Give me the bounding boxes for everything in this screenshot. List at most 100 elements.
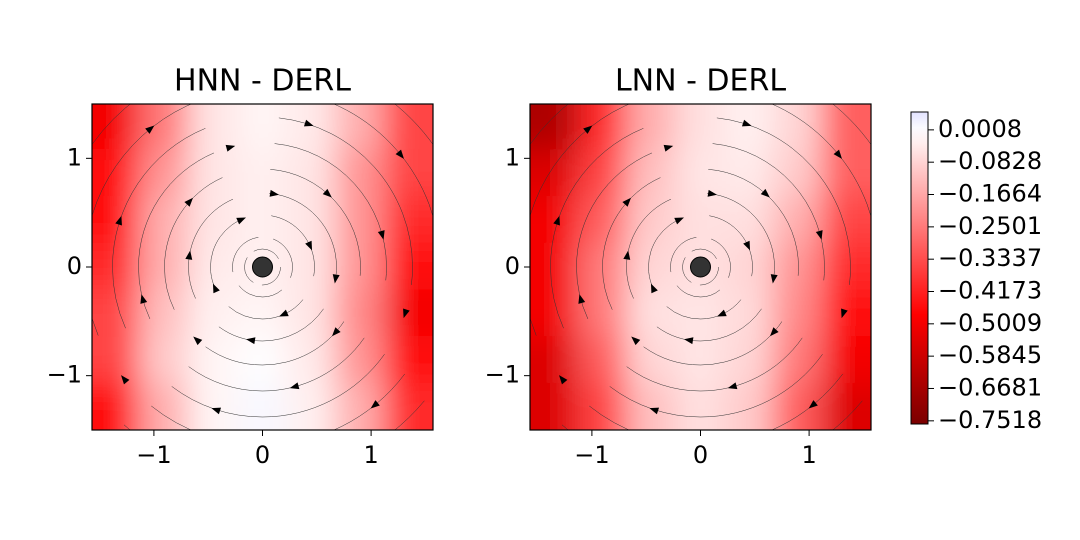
heat-cell <box>188 149 239 198</box>
heat-cell <box>675 336 726 385</box>
heat-cell <box>772 104 824 152</box>
stream-arrow <box>760 188 770 198</box>
heat-cell <box>92 149 142 198</box>
streamline <box>670 236 731 298</box>
heat-cell <box>821 104 871 152</box>
chart-title: HNN - DERL <box>174 64 351 99</box>
x-tick-label: −1 <box>574 441 609 469</box>
stream-arrow <box>717 472 727 480</box>
streamline <box>210 214 315 320</box>
streamline <box>626 192 775 342</box>
heat-cell <box>92 242 142 292</box>
colorbar-tick-label: −0.3337 <box>938 244 1042 272</box>
y-tick-label: 0 <box>67 252 82 280</box>
colorbar-tick-label: −0.4173 <box>938 277 1042 305</box>
heat-cell <box>237 289 288 339</box>
stream-arrow <box>245 337 256 345</box>
stream-arrow <box>236 217 246 225</box>
stream-arrow <box>140 294 148 304</box>
stream-arrow <box>707 189 718 197</box>
stream-arrow <box>395 149 404 159</box>
heat-cell <box>334 336 386 385</box>
stream-arrow <box>322 188 332 198</box>
y-tick-label: −1 <box>485 361 520 389</box>
heat-cell <box>530 289 580 339</box>
heatmap <box>92 104 433 430</box>
heat-cell <box>188 242 239 292</box>
heat-cell <box>237 336 288 385</box>
heat-cell <box>92 289 142 339</box>
heat-cell <box>334 195 386 245</box>
stream-arrow <box>269 189 280 197</box>
y-tick-label: 1 <box>505 143 520 171</box>
heat-cell <box>188 289 239 339</box>
stream-arrow <box>623 250 631 260</box>
heat-cell <box>724 382 775 430</box>
heat-cell <box>334 149 386 198</box>
heat-cell <box>772 382 824 430</box>
heat-cell <box>821 289 871 339</box>
heat-cell <box>626 104 677 152</box>
heat-cell <box>188 382 239 430</box>
heat-cell <box>92 104 142 152</box>
streamline <box>244 248 281 286</box>
x-tick-label: 0 <box>693 441 708 469</box>
y-tick-label: −1 <box>47 361 82 389</box>
heat-cell <box>821 382 871 430</box>
heat-cell <box>626 149 677 198</box>
heat-cell <box>772 336 824 385</box>
heat-cell <box>821 149 871 198</box>
streamline <box>232 236 293 298</box>
heat-cell <box>821 242 871 292</box>
heat-cell <box>188 195 239 245</box>
heat-cell <box>92 382 142 430</box>
heat-cell <box>626 242 677 292</box>
colorbar-tick-label: −0.0828 <box>938 147 1042 175</box>
heat-cell <box>577 195 629 245</box>
heat-cell <box>334 382 386 430</box>
x-tick-label: 1 <box>801 441 816 469</box>
heat-cell <box>383 382 433 430</box>
heat-cell <box>772 242 824 292</box>
heat-cell <box>286 382 337 430</box>
heat-cell <box>626 336 677 385</box>
heat-cell <box>577 149 629 198</box>
stream-arrow <box>559 375 568 385</box>
stream-arrow <box>663 144 674 152</box>
heat-cell <box>724 104 775 152</box>
heat-cell <box>821 336 871 385</box>
stream-arrow <box>370 400 380 409</box>
colorbar <box>910 111 929 425</box>
colorbar-tick-label: −0.2501 <box>938 212 1042 240</box>
heat-cell <box>772 195 824 245</box>
heat-cell <box>139 289 191 339</box>
stream-arrow <box>303 119 314 127</box>
streamline <box>602 168 799 366</box>
x-tick-label: 1 <box>363 441 378 469</box>
streamline <box>138 142 387 392</box>
colorbar-tick-label: −0.6681 <box>938 373 1042 401</box>
heat-cell <box>724 242 775 292</box>
stream-arrow <box>683 337 694 345</box>
stream-arrow <box>145 125 155 134</box>
heat-cell <box>626 289 677 339</box>
stream-arrow <box>115 215 122 226</box>
streamline <box>112 116 413 418</box>
heat-cell <box>577 242 629 292</box>
heat-cell <box>237 104 288 152</box>
streamline <box>188 192 337 342</box>
stream-arrow <box>236 54 246 62</box>
heat-cell <box>286 149 337 198</box>
heat-cell <box>286 289 337 339</box>
colorbar-tick-label: −0.5009 <box>938 309 1042 337</box>
stream-arrow <box>211 407 222 415</box>
center-point <box>252 256 273 278</box>
stream-arrow <box>377 230 385 240</box>
heat-cell <box>188 104 239 152</box>
heat-cell <box>139 336 191 385</box>
heat-cell <box>530 382 580 430</box>
heat-cell <box>577 104 629 152</box>
streamline <box>648 214 753 320</box>
stream-arrow <box>741 119 752 127</box>
